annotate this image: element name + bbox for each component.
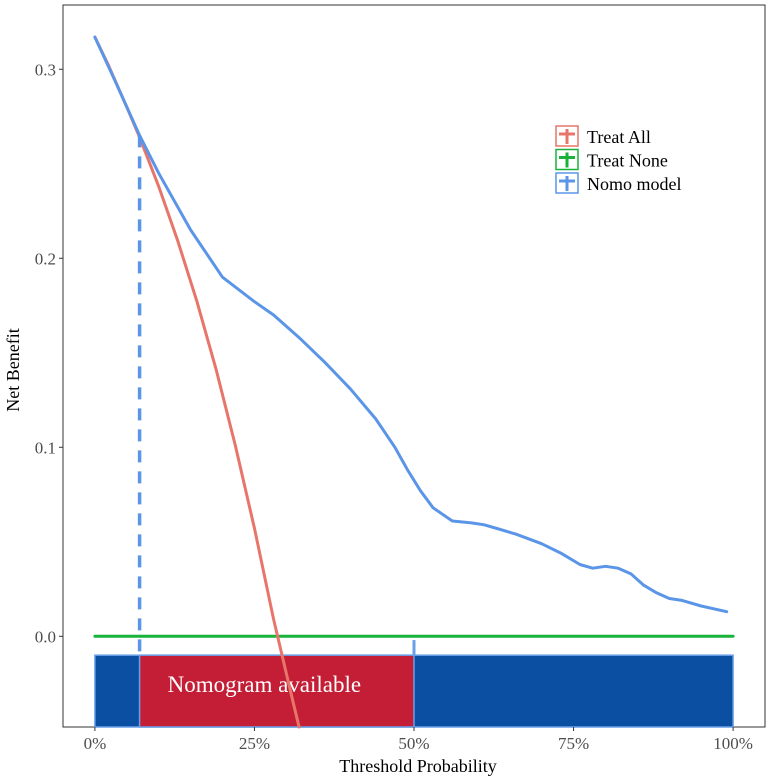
x-tick-label: 25%	[239, 734, 270, 753]
x-tick-label: 50%	[398, 734, 429, 753]
legend-label: Treat None	[587, 151, 668, 171]
legend: Treat All Treat None Nomo model	[555, 125, 682, 194]
y-axis-title: Net Benefit	[3, 328, 23, 411]
x-tick-label: 0%	[84, 734, 107, 753]
legend-label: Nomo model	[587, 174, 682, 194]
x-tick-label: 75%	[558, 734, 589, 753]
band-available-label: Nomogram available	[168, 672, 362, 697]
legend-label: Treat All	[587, 127, 651, 147]
band-available-segment	[138, 654, 415, 728]
y-tick-label: 0.2	[35, 249, 56, 268]
x-tick-label: 100%	[713, 734, 753, 753]
series-group	[93, 35, 735, 729]
x-axis-title: Threshold Probability	[339, 756, 496, 776]
axes-group: 0% 25% 50% 75% 100% 0.0 0.1 0.2 0.3	[35, 60, 753, 753]
bottom-band-group: Nomogram available	[94, 640, 734, 728]
series-line-nomo-model	[93, 35, 729, 614]
y-tick-label: 0.1	[35, 438, 56, 457]
panel-border	[62, 4, 766, 728]
y-tick-label: 0.0	[35, 627, 56, 646]
y-tick-label: 0.3	[35, 60, 56, 79]
